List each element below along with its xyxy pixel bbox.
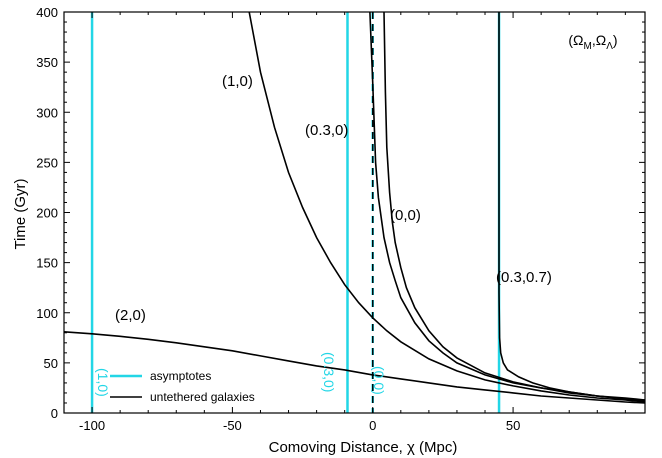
galaxy-curve-3 [498,12,646,402]
asymptote-label-1-0: (1,0) [95,368,111,397]
y-tick-label-7: 350 [36,55,58,70]
curve-label-0.3-0.7: (0.3,0.7) [496,269,552,286]
galaxy-curve-2 [383,11,646,401]
ticks: -100 -50 0 50 0 50 100 150 200 250 300 350 400 [36,5,645,433]
galaxy-curves [63,11,646,413]
x-tick-label-3: 50 [506,418,520,433]
legend-asymptotes-label: asymptotes [150,369,211,383]
y-tick-label-0: 0 [51,406,58,421]
asymptote-label-0.3-0: (0.3,0) [321,352,337,392]
y-tick-label-2: 100 [36,306,58,321]
curve-label-2-0: (2,0) [115,307,146,324]
x-tick-label-1: -50 [223,418,242,433]
plot-frame [63,11,646,414]
legend-galaxies-label: untethered galaxies [150,390,255,404]
curve-label-0.3-0: (0.3,0) [305,122,348,139]
corner-label: (ΩM,ΩΛ) [568,32,617,52]
y-tick-label-5: 250 [36,155,58,170]
x-axis-title: Comoving Distance, χ (Mpc) [269,439,458,456]
galaxy-curve-0 [248,11,646,403]
curve-label-0-0: (0,0) [390,207,421,224]
galaxy-curve-1 [369,11,646,401]
y-tick-label-8: 400 [36,5,58,20]
y-tick-label-4: 200 [36,206,58,221]
y-tick-label-3: 150 [36,256,58,271]
legend: asymptotes untethered galaxies [110,369,255,404]
galaxy-curve-4 [63,331,646,404]
y-axis-title: Time (Gyr) [12,178,29,249]
x-tick-label-2: 0 [369,418,376,433]
asymptote-lines [90,12,501,413]
curve-label-1-0: (1,0) [222,73,253,90]
x-tick-label-0: -100 [79,418,105,433]
y-tick-label-6: 300 [36,105,58,120]
axes [63,11,646,414]
asymptote-label-0-0: (0,0) [371,366,387,395]
y-tick-label-1: 50 [44,356,58,371]
